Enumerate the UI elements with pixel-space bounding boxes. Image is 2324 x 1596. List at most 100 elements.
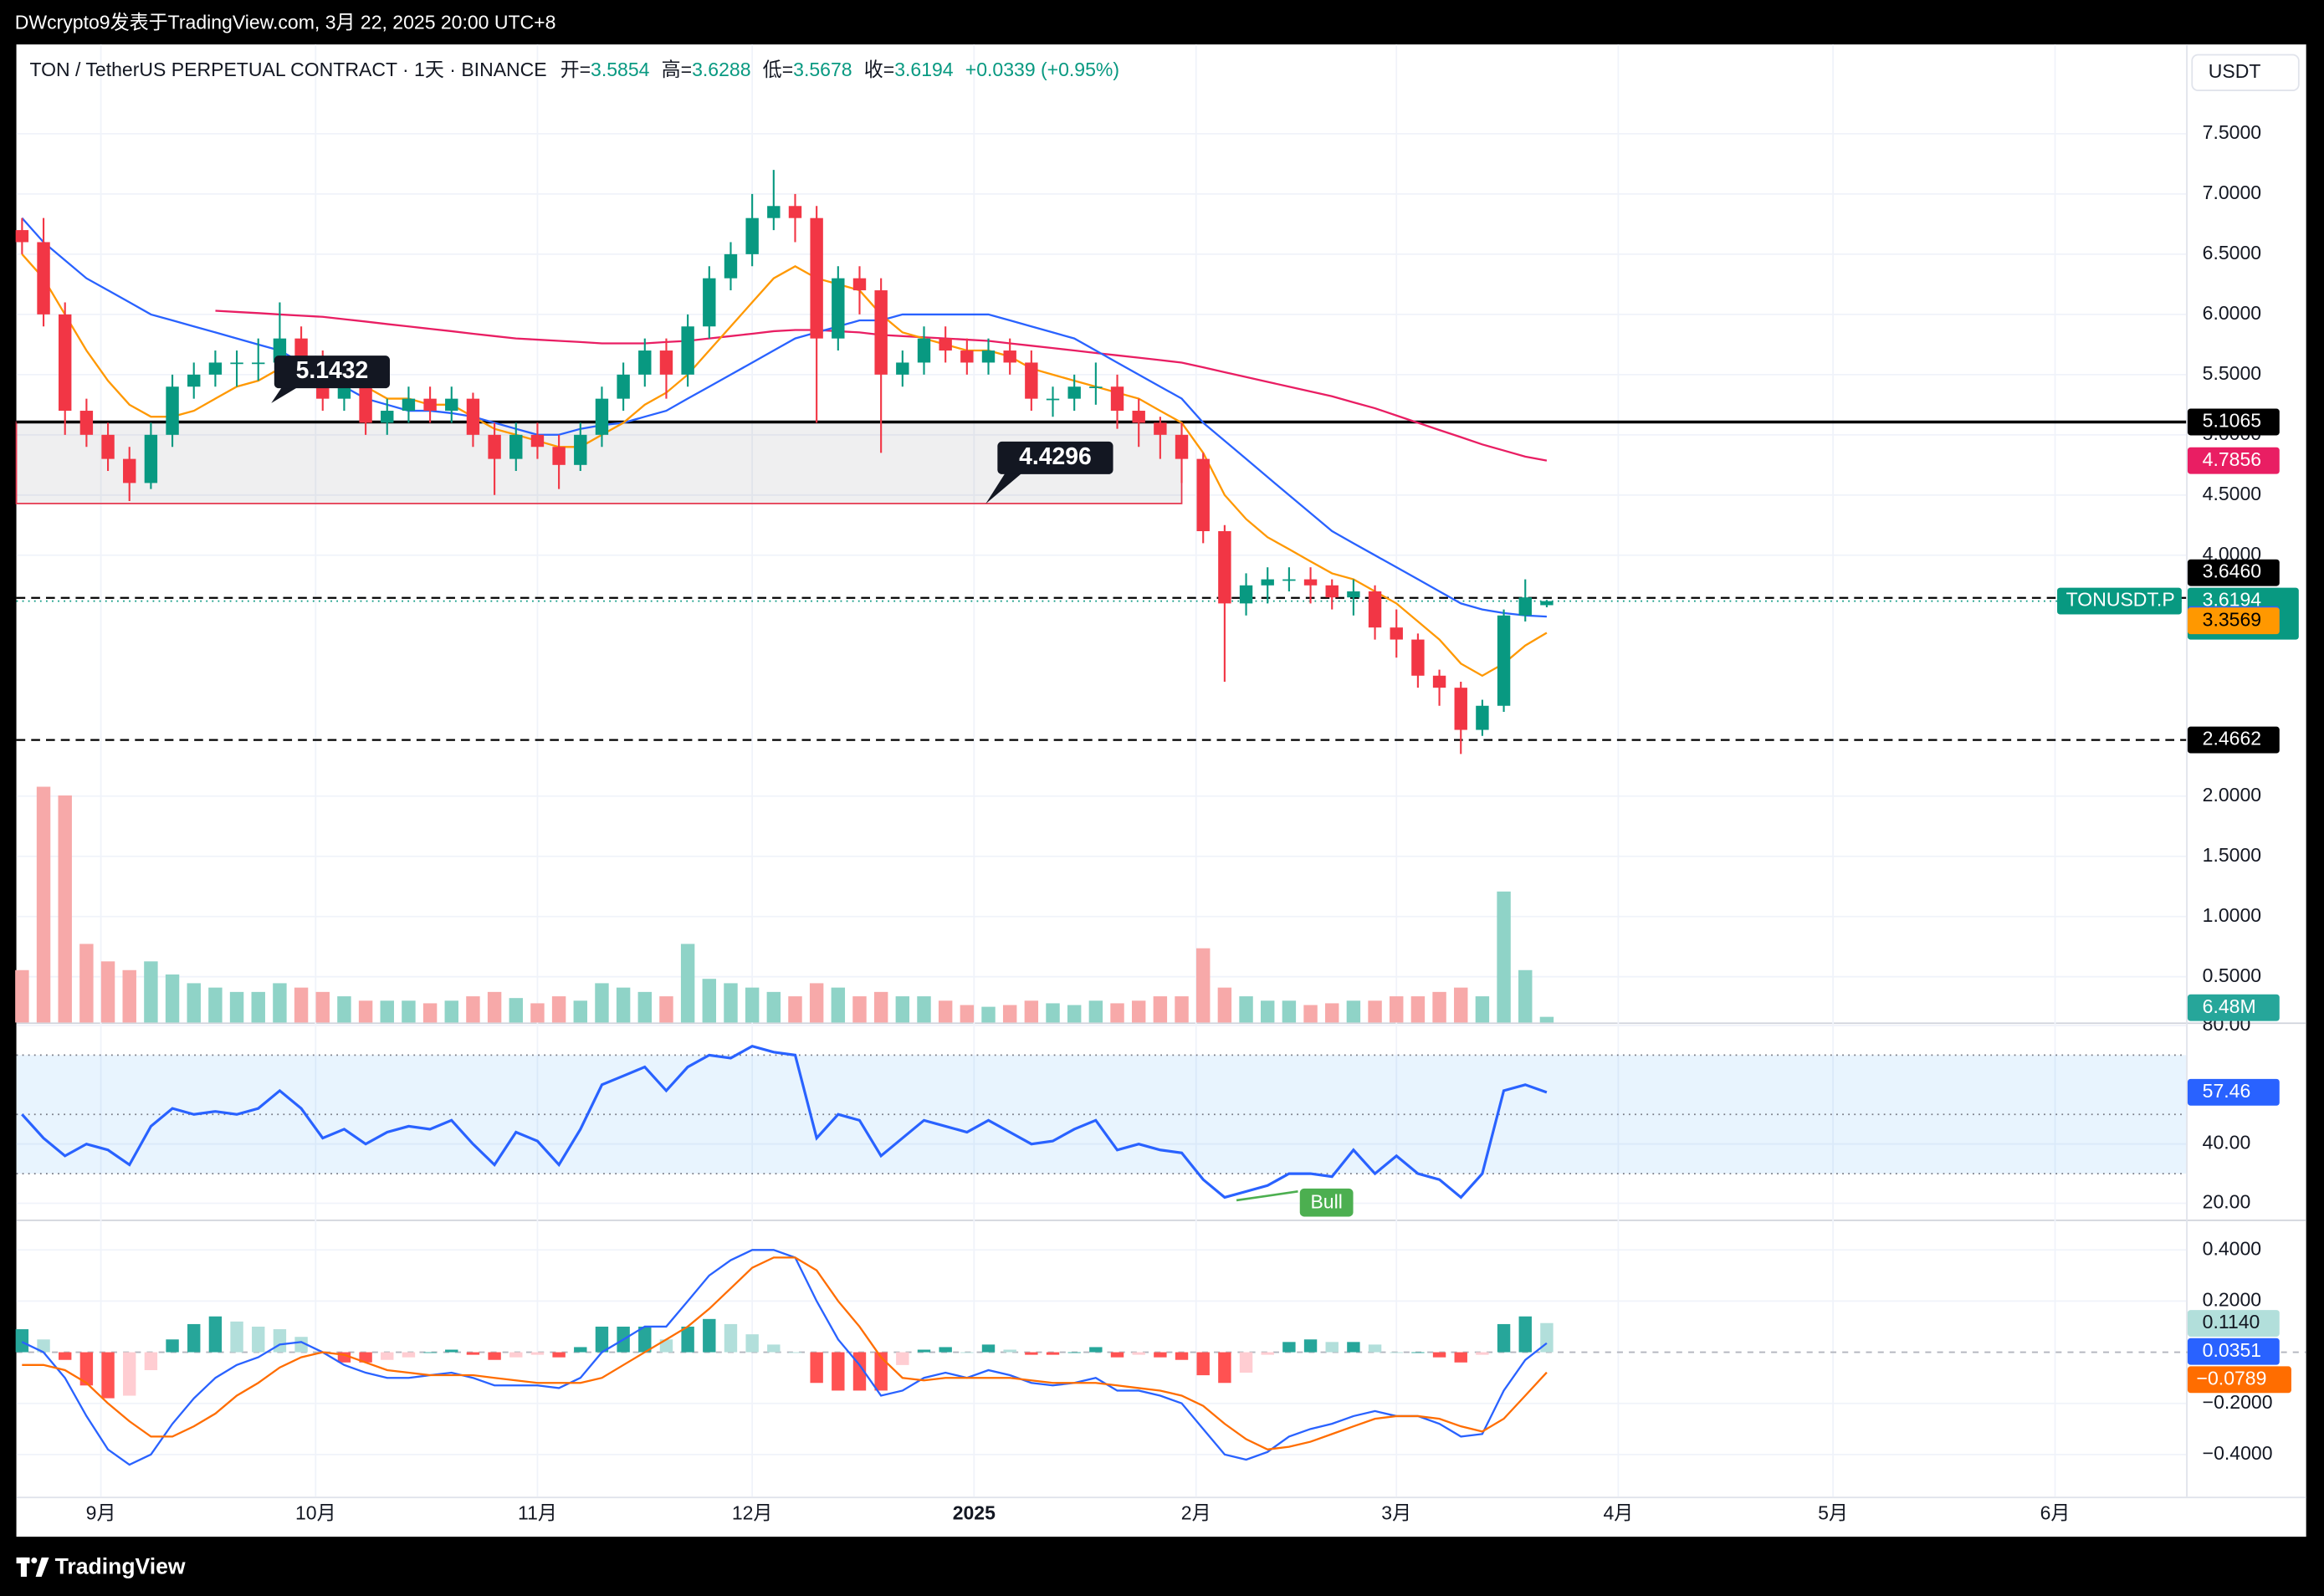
histogram-bar [832, 1352, 845, 1391]
macd-tag-bg [2187, 1338, 2280, 1365]
volume-bar [208, 987, 223, 1023]
candle-body [1325, 585, 1339, 598]
volume-bar [509, 998, 523, 1023]
candle-body [1454, 688, 1467, 730]
candle-body [874, 290, 888, 375]
y-tick-label: 40.00 [2203, 1132, 2251, 1154]
volume-bar [1432, 991, 1446, 1023]
histogram-bar [1347, 1342, 1360, 1353]
divergence-line [1236, 1190, 1298, 1202]
candle-body [1518, 597, 1532, 616]
volume-bar [58, 795, 72, 1023]
macd-line [21, 1249, 1548, 1466]
volume-bar [960, 1005, 975, 1023]
volume-bar [1195, 948, 1211, 1023]
histogram-bar [896, 1352, 909, 1365]
candle-body [638, 350, 652, 375]
volume-bar [422, 1003, 438, 1023]
divergence-bg [1299, 1188, 1354, 1217]
candle-body [1239, 585, 1253, 604]
y-tick-label: 0.5000 [2203, 964, 2261, 986]
histogram-bar [1218, 1352, 1231, 1384]
volume-bar [1282, 1000, 1297, 1023]
tv-logo [16, 1557, 49, 1577]
candle-body [1218, 531, 1231, 604]
signal-tag: −0.0789 [2197, 1367, 2267, 1389]
volume-bar [165, 974, 180, 1023]
histogram-bar [939, 1347, 952, 1353]
histogram-bar [703, 1318, 716, 1353]
candle-body [144, 434, 158, 483]
y-tick-label: 0.2000 [2203, 1288, 2261, 1310]
candle-body [381, 411, 394, 423]
brand: TradingView [55, 1553, 186, 1578]
histogram-bar [402, 1352, 416, 1358]
line-price-tag: 2.4662 [2203, 728, 2261, 749]
histogram-bar [187, 1323, 201, 1353]
callout-tail [271, 385, 301, 403]
candle-body [810, 217, 823, 339]
line-price-tag-bg [2187, 559, 2280, 586]
histogram-bar [1003, 1349, 1016, 1353]
histogram-bar [1175, 1352, 1189, 1360]
volume-bar [1046, 1003, 1060, 1023]
candle-body [423, 398, 437, 412]
histogram-bar [1432, 1352, 1446, 1358]
candle-body [1411, 639, 1425, 676]
ohlc-value: 3.5854 [591, 59, 650, 80]
histogram-bar [1025, 1352, 1038, 1355]
histogram-bar [1303, 1339, 1318, 1353]
symbol-title: TON / TetherUS PERPETUAL CONTRACT · 1天 ·… [30, 59, 547, 80]
histogram-bar [230, 1321, 243, 1353]
volume-bar [1410, 996, 1426, 1023]
candle-body [981, 350, 996, 363]
volume-bar [595, 983, 609, 1023]
candle-body [960, 350, 974, 363]
candle-body [595, 398, 609, 435]
volume-bar [1002, 1005, 1017, 1023]
attribution: DWcrypto9发表于TradingView.com, 3月 22, 2025… [15, 11, 556, 33]
volume-bar [251, 991, 265, 1023]
volume-bar [1261, 1000, 1275, 1023]
volume-bar [766, 991, 781, 1023]
candle-body [703, 278, 716, 327]
volume-bar [680, 944, 695, 1023]
candle-body [1368, 591, 1382, 628]
histogram-bar [123, 1352, 136, 1396]
histogram-bar [466, 1352, 480, 1355]
x-tick-label: 6月 [2040, 1502, 2071, 1524]
candle-body [1282, 579, 1296, 581]
histogram-bar [1476, 1352, 1489, 1355]
histogram-bar [874, 1352, 888, 1391]
candle-body [488, 434, 501, 459]
macd-tag: 0.0351 [2203, 1339, 2261, 1361]
candle-body [37, 242, 50, 315]
candle-body [359, 386, 372, 423]
volume-bar [530, 1003, 545, 1023]
x-tick-label: 10月 [295, 1502, 336, 1524]
candle-body [745, 217, 759, 254]
candle-body [574, 434, 587, 465]
line-price-tag-bg [2187, 726, 2280, 754]
histogram-bar [767, 1344, 781, 1353]
candle-body [230, 362, 243, 365]
volume-bar [1346, 1000, 1361, 1023]
volume-bar [294, 987, 309, 1023]
volume-bar [315, 991, 330, 1023]
histogram-tag-bg [2187, 1310, 2280, 1337]
y-tick-label: −0.4000 [2203, 1442, 2273, 1464]
histogram-bar [1196, 1352, 1210, 1376]
y-tick-label: 1.5000 [2203, 844, 2261, 866]
candle-body [1175, 434, 1189, 459]
histogram-bar [1239, 1352, 1253, 1373]
change: +0.0339 (+0.95%) [965, 59, 1119, 80]
histogram-bar [166, 1339, 179, 1353]
candle-body [1089, 386, 1103, 389]
volume-bar [551, 996, 566, 1023]
histogram-bar [810, 1352, 823, 1384]
histogram-bar [1261, 1352, 1274, 1355]
volume-bar [573, 1000, 587, 1023]
volume-bar [1325, 1003, 1339, 1023]
y-tick-label: 4.5000 [2203, 483, 2261, 504]
candle-body [123, 458, 136, 483]
